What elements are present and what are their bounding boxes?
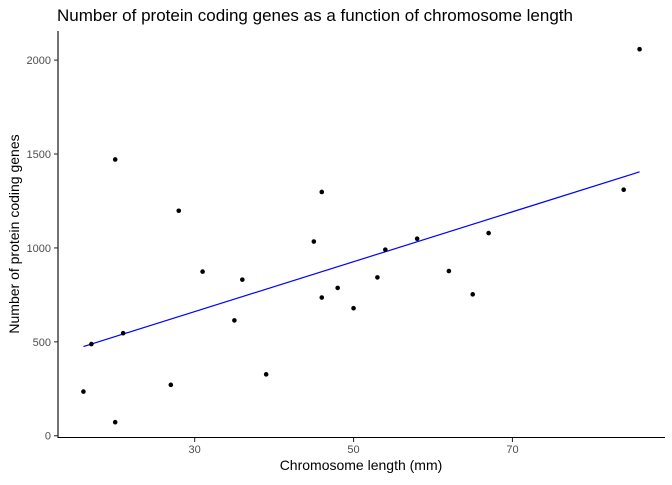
y-tick-label-2000: 2000	[27, 55, 51, 67]
data-point-4	[120, 330, 126, 336]
data-point-22	[621, 187, 626, 193]
data-point-11	[311, 239, 317, 244]
data-point-14	[335, 285, 340, 291]
data-point-13	[319, 189, 325, 195]
y-tick-label-1000: 1000	[27, 243, 51, 255]
y-tick-label-0: 0	[45, 431, 51, 443]
y-tick-label-1500: 1500	[27, 149, 51, 161]
x-tick-label-70: 70	[506, 444, 518, 456]
data-point-12	[319, 295, 325, 300]
x-tick-label-30: 30	[189, 444, 201, 456]
y-axis-title: Number of protein coding genes	[6, 134, 22, 333]
data-point-3	[112, 157, 118, 162]
data-point-17	[383, 247, 388, 252]
trend-line	[83, 171, 640, 348]
chart-title: Number of protein coding genes as a func…	[57, 6, 573, 25]
data-point-8	[232, 318, 237, 323]
data-point-9	[240, 277, 245, 282]
axis-ticks: 30 50 70 0 500 1000 1500 2000	[27, 55, 519, 456]
plot-area	[81, 46, 642, 425]
data-point-19	[446, 268, 452, 274]
data-point-10	[263, 372, 269, 377]
x-axis-title: Chromosome length (mm)	[280, 457, 443, 473]
data-point-18	[414, 236, 420, 242]
x-tick-label-50: 50	[347, 444, 359, 456]
data-point-5	[168, 382, 174, 388]
data-point-20	[470, 292, 476, 297]
data-point-7	[200, 269, 205, 274]
data-point-6	[176, 208, 182, 214]
data-point-2	[112, 419, 118, 425]
data-point-23	[637, 46, 642, 52]
data-point-0	[81, 389, 86, 394]
data-point-21	[486, 230, 491, 236]
data-point-16	[375, 275, 380, 280]
data-point-1	[89, 341, 94, 347]
data-point-15	[351, 305, 356, 311]
y-tick-label-500: 500	[33, 337, 51, 349]
